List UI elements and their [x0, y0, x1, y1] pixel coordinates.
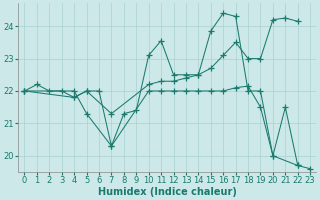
X-axis label: Humidex (Indice chaleur): Humidex (Indice chaleur): [98, 187, 237, 197]
